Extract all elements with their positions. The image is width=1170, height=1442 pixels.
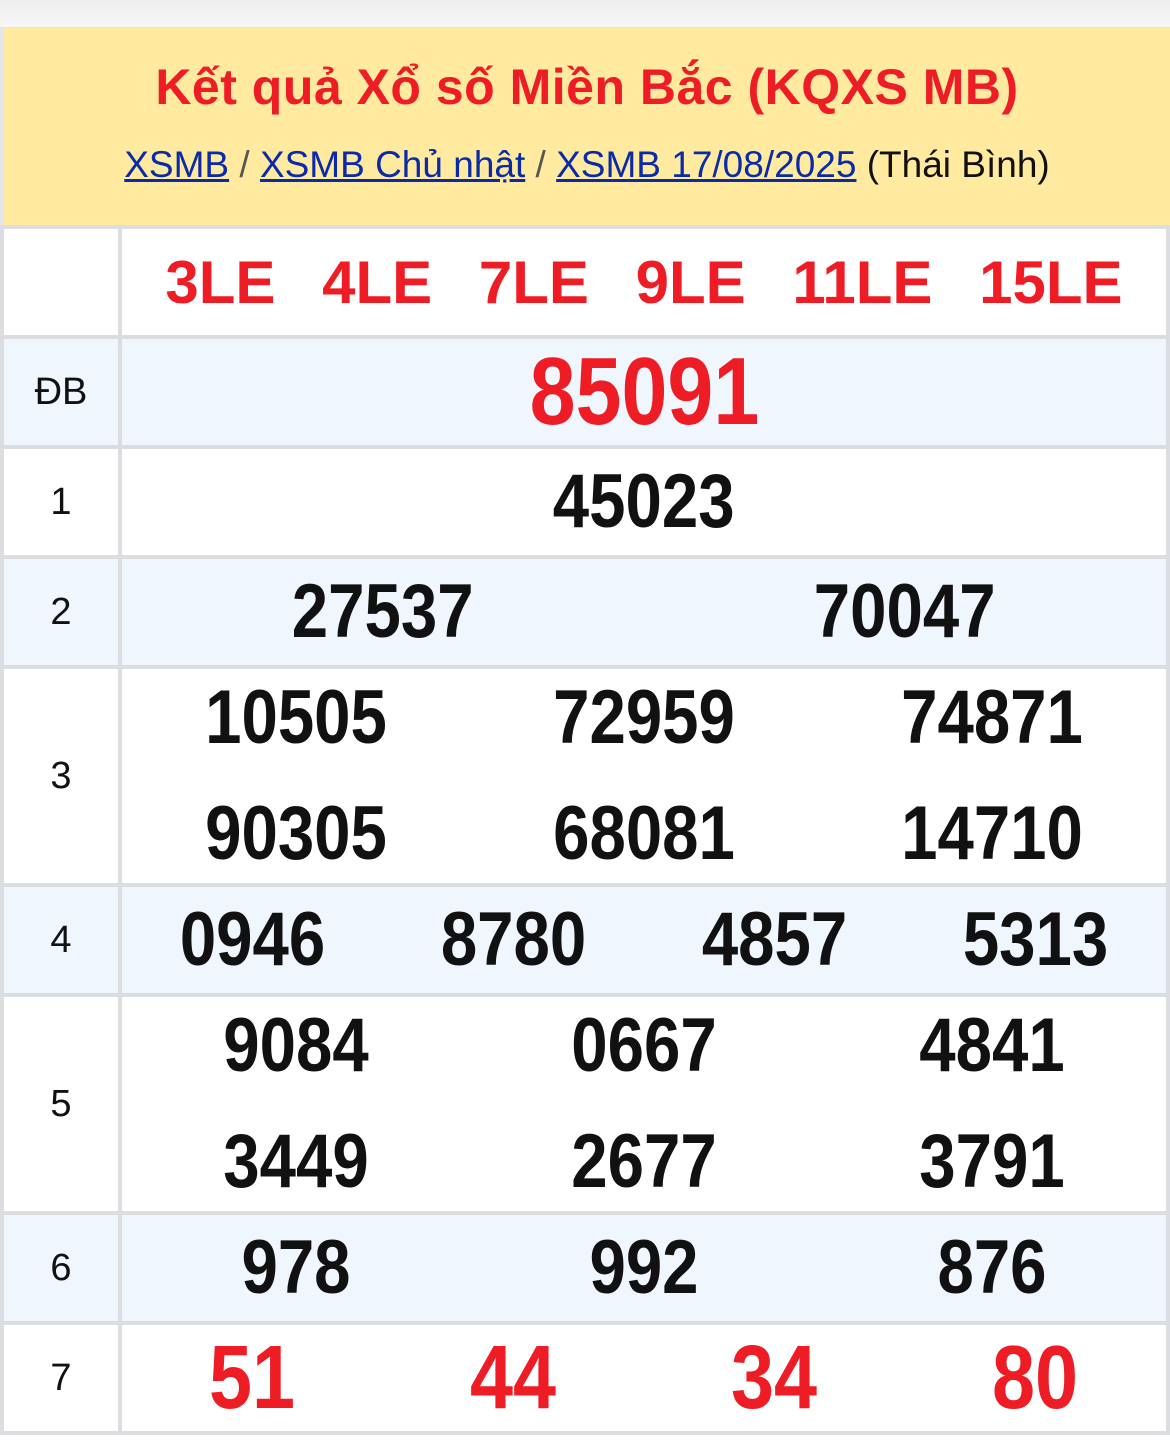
empty-cell (0, 225, 122, 339)
code: 4LE (322, 248, 433, 316)
prize-number: 8780 (440, 897, 587, 982)
prize-row-6: 6 978 992 876 (0, 1211, 1170, 1325)
prize-label: 2 (0, 555, 122, 669)
code: 15LE (979, 248, 1123, 316)
prize-number: 80 (992, 1328, 1079, 1428)
prize-number: 978 (241, 1225, 351, 1310)
prize-number: 44 (470, 1328, 557, 1428)
breadcrumb-separator: / (239, 144, 250, 185)
prize-number: 70047 (814, 569, 996, 654)
prize-number: 876 (937, 1225, 1047, 1310)
prize-number: 74871 (901, 675, 1083, 760)
prize-row-5: 5 9084 0667 4841 3449 2677 3791 (0, 993, 1170, 1215)
prize-label: ĐB (0, 335, 122, 449)
prize-number: 68081 (553, 791, 735, 876)
code: 11LE (792, 248, 933, 316)
code: 7LE (478, 248, 589, 316)
prize-number: 72959 (553, 675, 735, 760)
prize-number: 9084 (223, 1003, 369, 1088)
prize-number: 0667 (571, 1003, 717, 1088)
prize-number: 14710 (901, 791, 1083, 876)
browser-top-bar (0, 0, 1170, 28)
prize-row-4: 4 0946 8780 4857 5313 (0, 883, 1170, 997)
breadcrumb-xsmb-date[interactable]: XSMB 17/08/2025 (556, 144, 857, 185)
prize-number: 3791 (919, 1119, 1065, 1204)
prize-number: 3449 (223, 1119, 369, 1204)
prize-number: 2677 (571, 1119, 717, 1204)
prize-label: 4 (0, 883, 122, 997)
prize-number: 5313 (962, 897, 1109, 982)
prize-number: 51 (209, 1328, 296, 1428)
province-label: (Thái Bình) (866, 144, 1050, 185)
prize-number: 992 (589, 1225, 699, 1310)
code: 3LE (165, 248, 276, 316)
results-header: Kết quả Xổ số Miền Bắc (KQXS MB) XSMB / … (0, 28, 1170, 225)
prize-number: 45023 (553, 459, 735, 544)
page-title: Kết quả Xổ số Miền Bắc (KQXS MB) (155, 59, 1019, 115)
prize-number: 27537 (292, 569, 474, 654)
prize-row-special: ĐB 85091 (0, 335, 1170, 449)
prize-number: 85091 (529, 338, 759, 445)
prize-label: 7 (0, 1321, 122, 1435)
prize-row-3: 3 10505 72959 74871 90305 68081 14710 (0, 665, 1170, 887)
breadcrumb-xsmb[interactable]: XSMB (124, 144, 230, 185)
prize-label: 1 (0, 445, 122, 559)
prize-number: 4841 (919, 1003, 1065, 1088)
code: 9LE (635, 248, 746, 316)
prize-row-1: 1 45023 (0, 445, 1170, 559)
prize-number: 4857 (701, 897, 848, 982)
breadcrumb: XSMB / XSMB Chủ nhật / XSMB 17/08/2025 (… (4, 144, 1170, 186)
prize-number: 0946 (179, 897, 326, 982)
breadcrumb-xsmb-sunday[interactable]: XSMB Chủ nhật (259, 144, 526, 185)
breadcrumb-separator: / (535, 144, 546, 185)
results-table: 3LE 4LE 7LE 9LE 11LE 15LE ĐB 85091 1 450… (0, 225, 1170, 1435)
prize-number: 10505 (205, 675, 387, 760)
prize-row-7: 7 51 44 34 80 (0, 1321, 1170, 1435)
prize-row-2: 2 27537 70047 (0, 555, 1170, 669)
prize-number: 34 (731, 1328, 818, 1428)
codes-row: 3LE 4LE 7LE 9LE 11LE 15LE (0, 225, 1170, 339)
prize-label: 5 (0, 993, 122, 1215)
prize-number: 90305 (205, 791, 387, 876)
prize-label: 3 (0, 665, 122, 887)
prize-label: 6 (0, 1211, 122, 1325)
